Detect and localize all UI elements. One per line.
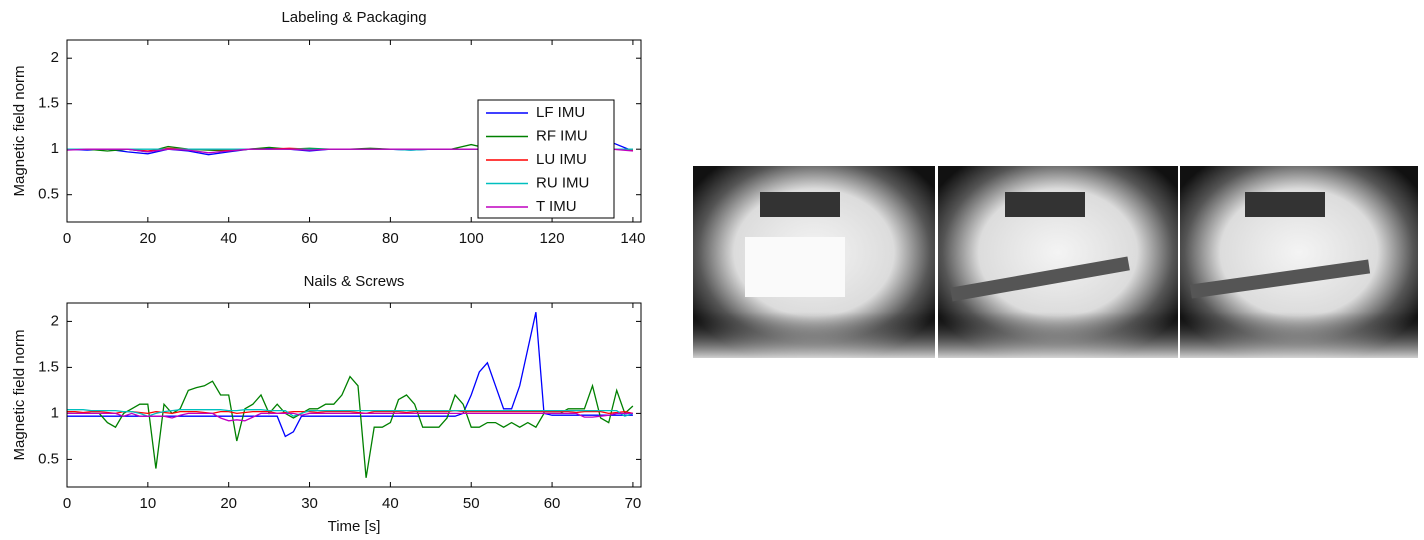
data-line bbox=[67, 412, 633, 422]
data-line bbox=[67, 409, 634, 417]
y-tick-label: 0.5 bbox=[38, 450, 59, 467]
photo-strip bbox=[693, 166, 1418, 358]
x-tick-label: 60 bbox=[301, 230, 318, 247]
x-tick-label: 30 bbox=[301, 495, 318, 512]
x-tick-label: 60 bbox=[544, 495, 561, 512]
y-tick-label: 0.5 bbox=[38, 186, 59, 203]
y-tick-label: 1.5 bbox=[38, 95, 59, 112]
x-tick-label: 0 bbox=[63, 495, 71, 512]
y-axis-label: Magnetic field norm bbox=[11, 66, 28, 197]
x-tick-label: 20 bbox=[140, 230, 157, 247]
legend-label: T IMU bbox=[536, 198, 577, 215]
x-tick-label: 40 bbox=[220, 230, 237, 247]
y-tick-label: 2 bbox=[51, 312, 59, 329]
legend-label: RF IMU bbox=[536, 127, 588, 144]
x-tick-label: 40 bbox=[382, 495, 399, 512]
legend-label: RU IMU bbox=[536, 174, 589, 191]
x-tick-label: 0 bbox=[63, 230, 71, 247]
x-tick-label: 100 bbox=[459, 230, 484, 247]
x-tick-label: 140 bbox=[620, 230, 645, 247]
x-tick-label: 50 bbox=[463, 495, 480, 512]
photo bbox=[1180, 166, 1418, 358]
x-tick-label: 70 bbox=[625, 495, 642, 512]
y-tick-label: 1.5 bbox=[38, 358, 59, 375]
y-tick-label: 1 bbox=[51, 140, 59, 157]
legend-label: LF IMU bbox=[536, 104, 585, 121]
plot-frame bbox=[66, 39, 642, 223]
x-tick-label: 120 bbox=[540, 230, 565, 247]
y-tick-label: 2 bbox=[51, 49, 59, 66]
x-axis-label: Time [s] bbox=[328, 518, 381, 535]
figure: Labeling & Packaging Magnetic field norm 0… bbox=[11, 9, 645, 535]
data-line bbox=[67, 375, 634, 478]
legend-box bbox=[477, 99, 615, 219]
x-tick-label: 80 bbox=[382, 230, 399, 247]
plot-frame bbox=[66, 302, 642, 488]
data-line bbox=[67, 312, 633, 438]
y-tick-label: 1 bbox=[51, 404, 59, 421]
legend-label: LU IMU bbox=[536, 151, 587, 168]
x-tick-label: 10 bbox=[140, 495, 157, 512]
x-tick-label: 20 bbox=[220, 495, 237, 512]
y-axis-label: Magnetic field norm bbox=[11, 330, 28, 461]
photo bbox=[938, 166, 1178, 358]
chart-title: Nails & Screws bbox=[304, 273, 405, 290]
chart-title: Labeling & Packaging bbox=[281, 9, 426, 26]
photo bbox=[693, 166, 935, 358]
